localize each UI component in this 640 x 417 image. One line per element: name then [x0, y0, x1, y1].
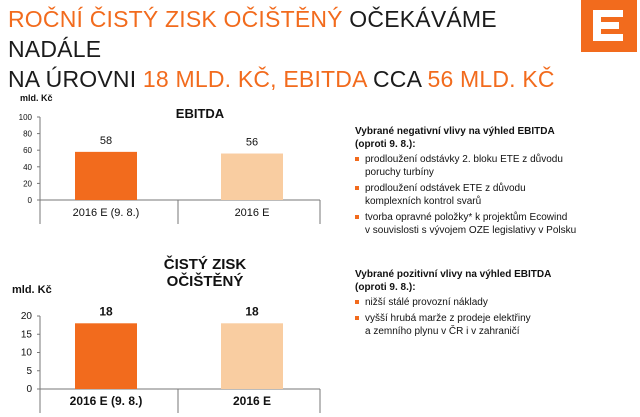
bullet-icon	[355, 215, 359, 219]
bullet-icon	[355, 157, 359, 161]
net-income-y-tick-label: 5	[26, 366, 32, 377]
ebitda-category-label: 2016 E (9. 8.)	[73, 207, 140, 219]
title-line-1: ROČNÍ ČISTÝ ZISK OČIŠTĚNÝ OČEKÁVÁME NADÁ…	[8, 4, 568, 64]
ebitda-y-tick-label: 60	[23, 146, 32, 155]
net-income-data-label: 18	[245, 304, 259, 318]
ebitda-data-label: 58	[100, 135, 112, 147]
title-text-1: OČEKÁVÁME NADÁLE	[8, 6, 497, 62]
ebitda-y-tick-label: 100	[19, 113, 33, 122]
negative-impacts-panel: Vybrané negativní vlivy na výhled EBITDA…	[355, 125, 635, 240]
title-highlight-1: ROČNÍ ČISTÝ ZISK OČIŠTĚNÝ	[8, 6, 343, 32]
net-income-category-label: 2016 E (9. 8.)	[70, 394, 143, 408]
title-highlight-2b: 18 MLD. KČ, EBITDA	[142, 66, 367, 92]
negative-item: prodloužení odstávky 2. bloku ETE z důvo…	[355, 153, 635, 179]
ebitda-y-tick-label: 40	[23, 163, 32, 172]
negative-item-text: prodloužení odstávky 2. bloku ETE z důvo…	[365, 154, 563, 178]
negative-item-text: prodloužení odstávek ETE z důvodu komple…	[365, 183, 526, 207]
net-income-bar	[221, 323, 283, 389]
bullet-icon	[355, 186, 359, 190]
title-text-2a: NA ÚROVNI	[8, 66, 143, 92]
negative-list: prodloužení odstávky 2. bloku ETE z důvo…	[355, 153, 635, 237]
ebitda-bar	[221, 153, 283, 200]
negative-item: prodloužení odstávek ETE z důvodu komple…	[355, 182, 635, 208]
title-line-2: NA ÚROVNI 18 MLD. KČ, EBITDA CCA 56 MLD.…	[8, 64, 568, 94]
negative-heading: Vybrané negativní vlivy na výhled EBITDA…	[355, 126, 555, 150]
ebitda-data-label: 56	[246, 137, 258, 149]
cez-logo-icon	[581, 0, 637, 52]
net-income-data-label: 18	[99, 304, 113, 318]
title-text-2c: CCA	[366, 66, 428, 92]
net-income-category-label: 2016 E	[233, 394, 271, 408]
ebitda-y-tick-label: 0	[28, 196, 33, 205]
chart1-unit-label: mld. Kč	[20, 93, 53, 103]
chart2-title: ČISTÝ ZISK OČIŠTĚNÝ	[163, 256, 247, 290]
positive-list: nižší stálé provozní náklady vyšší hrubá …	[355, 296, 635, 338]
bullet-icon	[355, 300, 359, 304]
positive-heading: Vybrané pozitivní vlivy na výhled EBITDA…	[355, 269, 552, 293]
net-income-y-tick-label: 0	[26, 384, 32, 395]
positive-item: nižší stálé provozní náklady	[355, 296, 635, 309]
positive-impacts-panel: Vybrané pozitivní vlivy na výhled EBITDA…	[355, 268, 635, 341]
negative-item: tvorba opravné položky* k projektům Ecow…	[355, 211, 635, 237]
page-title: ROČNÍ ČISTÝ ZISK OČIŠTĚNÝ OČEKÁVÁME NADÁ…	[8, 4, 568, 94]
net-income-y-tick-label: 15	[21, 329, 33, 340]
negative-item-text: tvorba opravné položky* k projektům Ecow…	[365, 212, 577, 236]
positive-item-text: vyšší hrubá marže z prodeje elektřiny a …	[365, 313, 531, 337]
chart1-title: EBITDA	[175, 106, 225, 121]
positive-item: vyšší hrubá marže z prodeje elektřiny a …	[355, 312, 635, 338]
title-highlight-2d: 56 MLD. KČ	[427, 66, 555, 92]
positive-item-text: nižší stálé provozní náklady	[365, 297, 488, 308]
ebitda-y-tick-label: 20	[23, 179, 32, 188]
chart2-unit-label: mld. Kč	[12, 284, 52, 296]
ebitda-y-tick-label: 80	[23, 130, 32, 139]
net-income-bar	[75, 323, 137, 389]
ebitda-bar	[75, 151, 137, 200]
net-income-y-tick-label: 20	[21, 311, 33, 322]
net-income-y-tick-label: 10	[21, 348, 33, 359]
ebitda-category-label: 2016 E	[235, 207, 270, 219]
bullet-icon	[355, 316, 359, 320]
